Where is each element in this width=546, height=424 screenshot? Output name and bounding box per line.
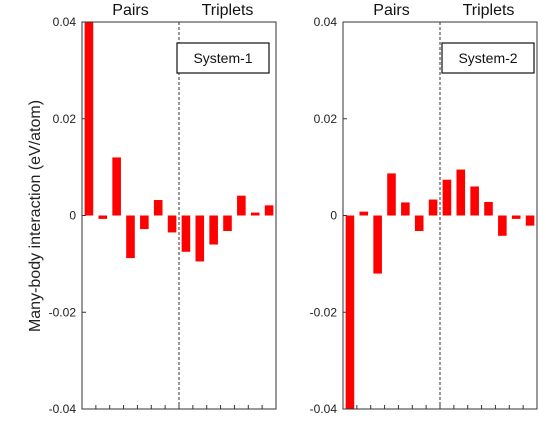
y-tick-label: 0.02 — [314, 112, 338, 126]
y-tick-label: -0.04 — [310, 402, 338, 416]
bar — [153, 200, 163, 216]
y-tick-label: 0.02 — [53, 112, 77, 126]
bar — [401, 202, 410, 216]
bar — [428, 199, 438, 216]
panel-label-box — [176, 42, 270, 74]
panel-label: System-2 — [458, 50, 517, 66]
y-tick-label: -0.04 — [49, 402, 77, 416]
bar — [167, 215, 177, 233]
bar — [498, 215, 507, 236]
bar — [345, 215, 355, 409]
y-tick-label: 0 — [69, 209, 76, 223]
bar — [484, 201, 493, 216]
group-label-triplets: Triplets — [463, 2, 515, 19]
bar — [359, 211, 369, 216]
panel-label: System-1 — [193, 50, 252, 66]
group-label-pairs: Pairs — [373, 2, 409, 19]
bar — [511, 215, 521, 219]
bar — [181, 215, 191, 252]
bar — [456, 169, 466, 216]
bar — [525, 215, 535, 226]
plot-frame — [81, 21, 277, 410]
bar — [209, 215, 218, 245]
bar — [414, 215, 424, 231]
bar — [264, 205, 274, 216]
bar — [442, 179, 452, 216]
bar — [387, 173, 396, 216]
bar — [98, 215, 108, 219]
group-label-pairs: Pairs — [112, 2, 148, 19]
y-axis-label: Many-body interaction (eV/atom) — [27, 100, 44, 332]
chart-panel-1: 0.04 0.02 0 -0.02 -0.04 Pairs Triplets System-1 — [49, 2, 277, 416]
bar — [470, 186, 479, 216]
y-tick-label: 0 — [330, 209, 337, 223]
bar — [373, 215, 382, 274]
panel-label-box — [441, 42, 535, 74]
y-tick-label: 0.04 — [53, 15, 77, 29]
y-tick-label: -0.02 — [49, 305, 77, 319]
bar — [237, 195, 246, 216]
plot-frame — [342, 21, 538, 410]
bar — [84, 22, 94, 216]
y-tick-label: -0.02 — [310, 305, 338, 319]
group-label-triplets: Triplets — [202, 2, 254, 19]
bar — [140, 215, 149, 230]
bar — [112, 157, 121, 216]
bar — [195, 215, 205, 262]
bar — [126, 215, 135, 259]
bar — [223, 215, 232, 231]
y-tick-label: 0.04 — [314, 15, 338, 29]
chart-panel-2: 0.04 0.02 0 -0.02 -0.04 Pairs Triplets System-2 — [310, 2, 538, 416]
bar — [250, 212, 260, 216]
